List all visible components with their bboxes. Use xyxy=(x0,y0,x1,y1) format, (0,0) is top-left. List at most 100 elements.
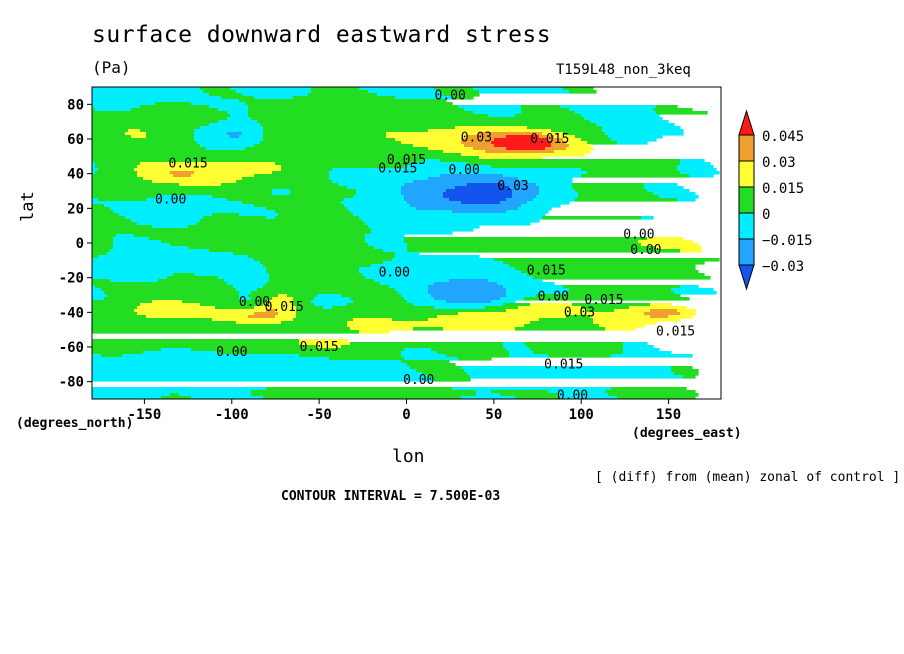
field-cell xyxy=(548,390,606,394)
field-cell xyxy=(266,207,348,211)
field-cell xyxy=(92,354,102,358)
field-cell xyxy=(161,240,366,244)
field-cell xyxy=(278,294,288,298)
field-cell xyxy=(431,294,507,298)
field-cell xyxy=(134,168,282,172)
field-cell xyxy=(92,258,255,262)
field-cell xyxy=(92,171,96,175)
field-cell xyxy=(404,237,648,241)
field-cell xyxy=(92,132,126,136)
field-cell xyxy=(92,357,330,361)
field-cell xyxy=(293,303,315,307)
field-cell xyxy=(131,219,201,223)
field-cell xyxy=(524,297,690,301)
field-cell xyxy=(92,330,360,334)
field-cell xyxy=(386,135,468,139)
field-cell xyxy=(539,186,573,190)
field-cell xyxy=(371,231,453,235)
field-cell xyxy=(272,171,330,175)
field-cell xyxy=(494,258,720,262)
field-cell xyxy=(92,189,273,193)
field-cell xyxy=(560,105,657,109)
field-cell xyxy=(92,345,318,349)
field-cell xyxy=(401,192,444,196)
field-cell xyxy=(188,246,375,250)
field-cell xyxy=(680,249,702,253)
field-cell xyxy=(539,189,576,193)
field-cell xyxy=(92,174,138,178)
field-cell xyxy=(266,300,294,304)
field-cell xyxy=(92,246,114,250)
field-cell xyxy=(374,246,408,250)
field-cell xyxy=(152,225,189,229)
field-cell xyxy=(407,363,456,367)
field-cell xyxy=(92,255,99,259)
field-cell xyxy=(137,171,171,175)
field-cell xyxy=(341,345,504,349)
field-cell xyxy=(92,195,156,199)
field-cell xyxy=(212,195,354,199)
field-cell xyxy=(242,201,342,205)
field-cell xyxy=(263,285,390,289)
field-cell xyxy=(365,237,405,241)
field-cell xyxy=(491,141,552,145)
field-cell xyxy=(275,162,411,166)
field-cell xyxy=(617,396,696,399)
field-cell xyxy=(323,306,333,310)
field-cell xyxy=(518,207,552,211)
field-cell xyxy=(377,93,444,97)
field-cell xyxy=(617,141,648,145)
stress-field xyxy=(92,87,720,399)
field-cell xyxy=(443,150,486,154)
field-cell xyxy=(311,87,360,91)
field-cell xyxy=(227,282,267,286)
x-axis-units: (degrees_east) xyxy=(632,426,742,441)
field-cell xyxy=(182,300,267,304)
field-cell xyxy=(263,138,396,142)
field-cell xyxy=(521,204,561,208)
field-cell xyxy=(371,228,474,232)
field-cell xyxy=(401,360,450,364)
field-cell xyxy=(221,96,255,100)
field-cell xyxy=(671,369,699,373)
field-cell xyxy=(254,306,297,310)
field-cell xyxy=(347,303,414,307)
field-cell xyxy=(485,306,519,310)
field-cell xyxy=(239,294,249,298)
field-cell xyxy=(572,186,645,190)
field-cell xyxy=(317,345,342,349)
field-cell xyxy=(104,297,240,301)
colorbar-arrow-top xyxy=(738,109,755,136)
field-cell xyxy=(689,174,714,178)
field-cell xyxy=(449,279,489,283)
field-cell xyxy=(92,180,153,184)
field-cell xyxy=(329,357,405,361)
field-cell xyxy=(347,186,402,190)
field-cell xyxy=(494,144,552,148)
field-cell xyxy=(575,198,678,202)
field-cell xyxy=(623,351,672,355)
field-cell xyxy=(542,216,642,220)
field-cell xyxy=(251,297,273,301)
field-cell xyxy=(410,162,468,166)
field-cell xyxy=(578,192,654,196)
field-cell xyxy=(458,105,522,109)
contour-label: 0.015 xyxy=(530,132,569,147)
field-cell xyxy=(296,306,324,310)
field-cell xyxy=(92,168,99,172)
field-cell xyxy=(500,201,528,205)
field-cell xyxy=(404,297,435,301)
y-tick-label: 0 xyxy=(76,236,84,252)
field-cell xyxy=(269,273,363,277)
field-cell xyxy=(458,357,492,361)
field-cell xyxy=(254,174,330,178)
field-cell xyxy=(92,390,252,394)
field-cell xyxy=(143,351,219,355)
y-tick-label: 80 xyxy=(67,97,84,113)
field-cell xyxy=(623,348,660,352)
field-cell xyxy=(422,159,441,163)
field-cell xyxy=(671,288,714,292)
field-cell xyxy=(92,237,114,241)
field-cell xyxy=(122,354,300,358)
field-cell xyxy=(404,198,450,202)
